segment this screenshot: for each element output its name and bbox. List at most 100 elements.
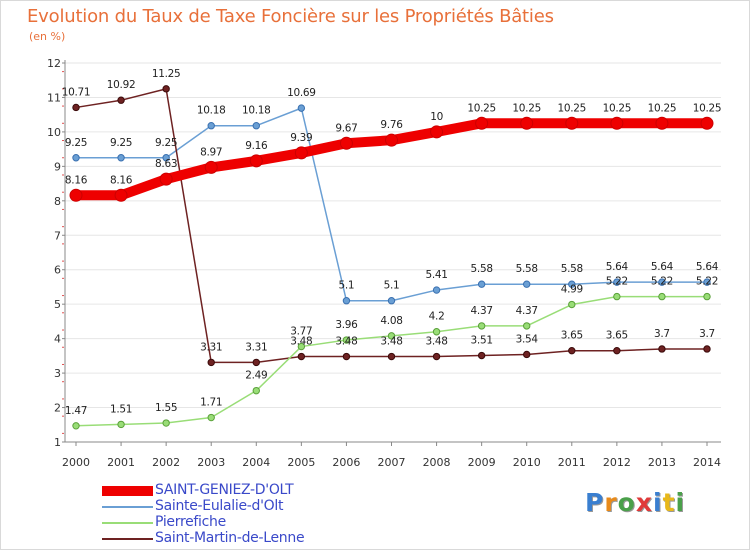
data-point [207, 122, 215, 130]
x-tick-label: 2006 [332, 456, 360, 469]
data-point [294, 146, 308, 160]
data-label: 10.25 [648, 102, 677, 114]
data-label: 10.69 [287, 87, 316, 99]
x-tick-label: 2005 [287, 456, 315, 469]
y-tick-label: 12 [47, 57, 61, 70]
data-point [703, 278, 711, 286]
data-label: 10.71 [62, 86, 91, 98]
data-point [69, 188, 83, 202]
data-label: 5.58 [516, 263, 538, 275]
data-point [252, 122, 260, 130]
data-label: 4.2 [429, 311, 445, 323]
data-point [523, 322, 531, 330]
data-point [114, 188, 128, 202]
data-point [297, 104, 306, 112]
data-label: 5.22 [606, 276, 628, 288]
data-point [658, 345, 666, 353]
data-point [432, 286, 441, 294]
data-label: 5.64 [696, 261, 719, 273]
data-point [565, 116, 579, 130]
data-point [703, 292, 711, 301]
data-label: 3.51 [471, 335, 493, 347]
data-label: 1.55 [155, 402, 177, 414]
x-tick-label: 2003 [197, 456, 225, 469]
series-0 [69, 116, 714, 202]
y-unit-label: (en %) [29, 30, 66, 43]
logo-letter: x [635, 488, 653, 517]
data-point [159, 172, 173, 186]
data-label: 5.1 [339, 280, 355, 292]
series-1 [72, 104, 711, 305]
x-tick-label: 2014 [693, 456, 721, 469]
data-point [523, 280, 531, 288]
data-label: 1.47 [65, 405, 87, 417]
x-tick-label: 2001 [107, 456, 135, 469]
data-label: 9.16 [245, 140, 268, 152]
logo-letter: i [675, 488, 686, 517]
data-point [72, 154, 80, 162]
legend-label: Pierrefiche [155, 514, 226, 530]
data-point [342, 352, 351, 361]
logo-letter: P [585, 488, 605, 517]
data-label: 10.92 [107, 79, 136, 91]
data-label: 10.18 [242, 105, 271, 117]
data-label: 3.54 [516, 333, 539, 345]
x-tick-label: 2010 [513, 456, 541, 469]
y-tick-label: 8 [54, 195, 61, 208]
x-tick-label: 2004 [242, 456, 270, 469]
data-point [252, 358, 260, 367]
y-tick-label: 3 [54, 367, 61, 380]
data-label: 4.37 [516, 305, 538, 317]
data-point [610, 116, 624, 130]
data-point [162, 154, 170, 162]
data-point [252, 386, 260, 395]
data-label: 10.25 [558, 102, 587, 114]
data-point [477, 280, 486, 288]
proxiti-logo: Proxiti [585, 488, 685, 517]
y-tick-label: 11 [47, 91, 61, 104]
data-label: 5.58 [561, 263, 583, 275]
data-point [342, 336, 351, 344]
y-tick-label: 5 [54, 298, 61, 311]
data-point [207, 413, 215, 422]
data-label: 10.18 [197, 105, 226, 117]
data-label: 3.48 [425, 336, 447, 348]
data-point [613, 292, 621, 301]
data-label: 8.16 [110, 174, 133, 186]
data-label: 9.25 [65, 137, 87, 149]
legend-swatch [102, 506, 153, 508]
data-label: 1.51 [110, 403, 132, 415]
y-tick-label: 1 [54, 436, 61, 449]
legend-label: SAINT-GENIEZ-D'OLT [155, 482, 294, 498]
data-label: 9.67 [335, 122, 357, 134]
data-point [339, 136, 353, 150]
legend-swatch [102, 486, 153, 496]
data-point [72, 422, 80, 430]
data-label: 9.25 [155, 137, 177, 149]
y-tick-label: 9 [54, 160, 61, 173]
x-tick-label: 2012 [603, 456, 631, 469]
data-label: 9.39 [290, 132, 312, 144]
x-tick-label: 2011 [558, 456, 586, 469]
data-label: 9.25 [110, 137, 132, 149]
data-label: 5.58 [471, 263, 493, 275]
data-label: 4.99 [561, 284, 583, 296]
data-label: 5.22 [651, 276, 673, 288]
data-label: 8.16 [65, 174, 88, 186]
logo-letter: i [653, 488, 663, 517]
data-point [613, 278, 621, 286]
labels-0: 8.16 8.16 8.63 8.97 9.16 9.39 9.67 9.76 10 10.25 1… [65, 102, 722, 186]
data-label: 10.25 [603, 102, 632, 114]
data-label: 3.7 [699, 328, 715, 340]
data-point [658, 278, 666, 286]
data-label: 10 [430, 111, 443, 123]
data-label: 3.7 [654, 328, 670, 340]
logo-letter: o [617, 488, 636, 517]
data-point [658, 292, 666, 301]
x-tick-label: 2009 [468, 456, 496, 469]
y-tick-label: 6 [54, 264, 61, 277]
series-layer: 8.16 8.16 8.63 8.97 9.16 9.39 9.67 9.76 10 10.25 1… [62, 68, 722, 430]
data-point [387, 297, 396, 305]
legend-label: Saint-Martin-de-Lenne [155, 530, 305, 546]
